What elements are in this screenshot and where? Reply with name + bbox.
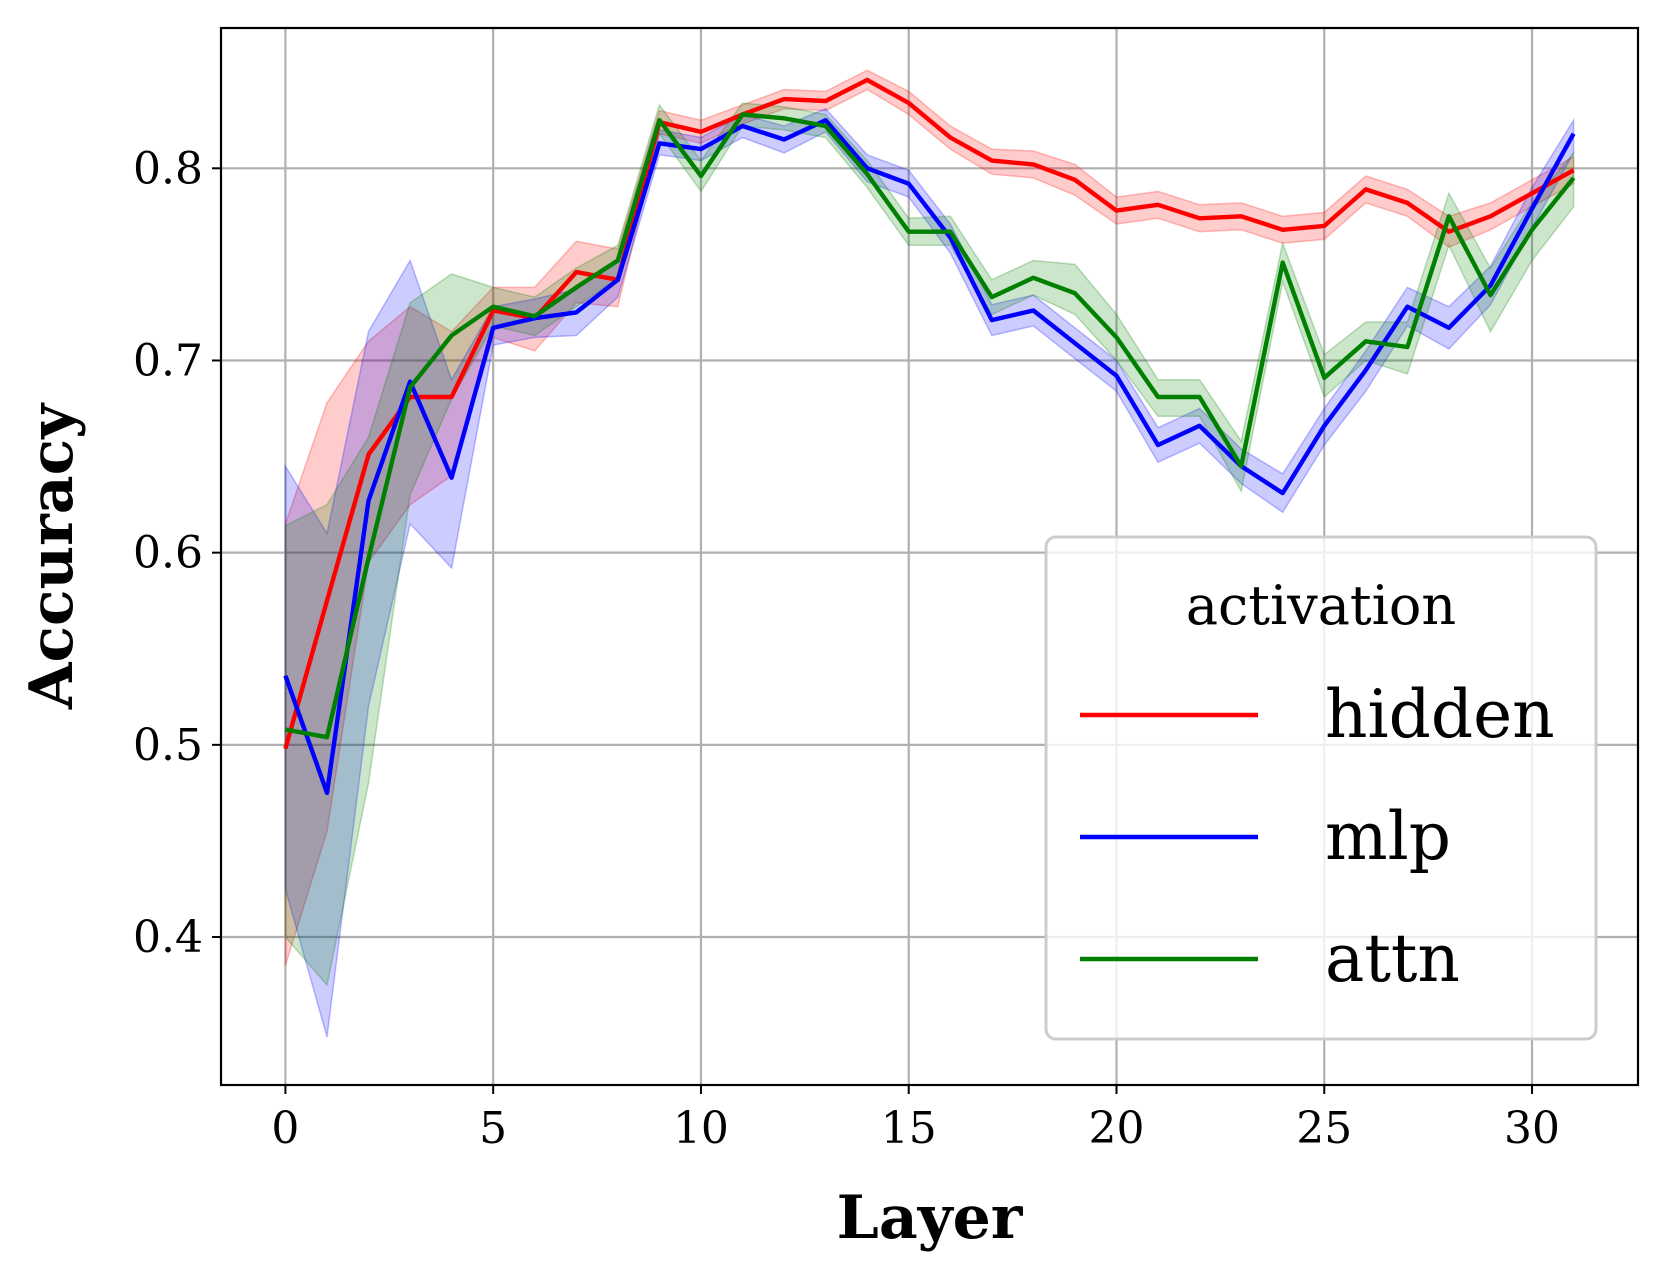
x-tick-label: 20: [1088, 1103, 1144, 1154]
x-tick-label: 25: [1296, 1103, 1352, 1154]
legend-title: activation: [1186, 574, 1456, 637]
x-tick-label: 10: [673, 1103, 729, 1154]
y-tick-label: 0.5: [133, 720, 203, 771]
legend-label-mlp: mlp: [1325, 798, 1451, 875]
legend-label-hidden: hidden: [1325, 676, 1555, 753]
x-tick-label: 0: [271, 1103, 299, 1154]
x-tick-label: 5: [479, 1103, 507, 1154]
y-tick-label: 0.7: [133, 335, 203, 386]
line-hidden: [283, 77, 1575, 750]
y-axis-label: Accuracy: [17, 402, 87, 710]
y-tick-label: 0.6: [133, 528, 203, 579]
legend: activation hidden mlp attn: [1044, 535, 1598, 1041]
series-lines: [283, 77, 1576, 796]
x-tick-label: 30: [1504, 1103, 1560, 1154]
y-axis-ticks: 0.4 0.5 0.6 0.7 0.8: [133, 143, 221, 963]
y-tick-label: 0.8: [133, 143, 203, 194]
x-tick-label: 15: [881, 1103, 937, 1154]
x-axis-ticks: 0 5 10 15 20 25 30: [271, 1085, 1560, 1154]
legend-label-attn: attn: [1325, 920, 1460, 997]
x-axis-label: Layer: [837, 1183, 1024, 1253]
legend-box: [1044, 535, 1598, 1041]
band-hidden: [284, 69, 1575, 967]
y-tick-label: 0.4: [133, 912, 203, 963]
legend-entries: hidden mlp attn: [1080, 676, 1555, 997]
line-attn: [284, 112, 1576, 740]
plot-frame: [219, 26, 1640, 1087]
line-mlp: [283, 117, 1576, 796]
